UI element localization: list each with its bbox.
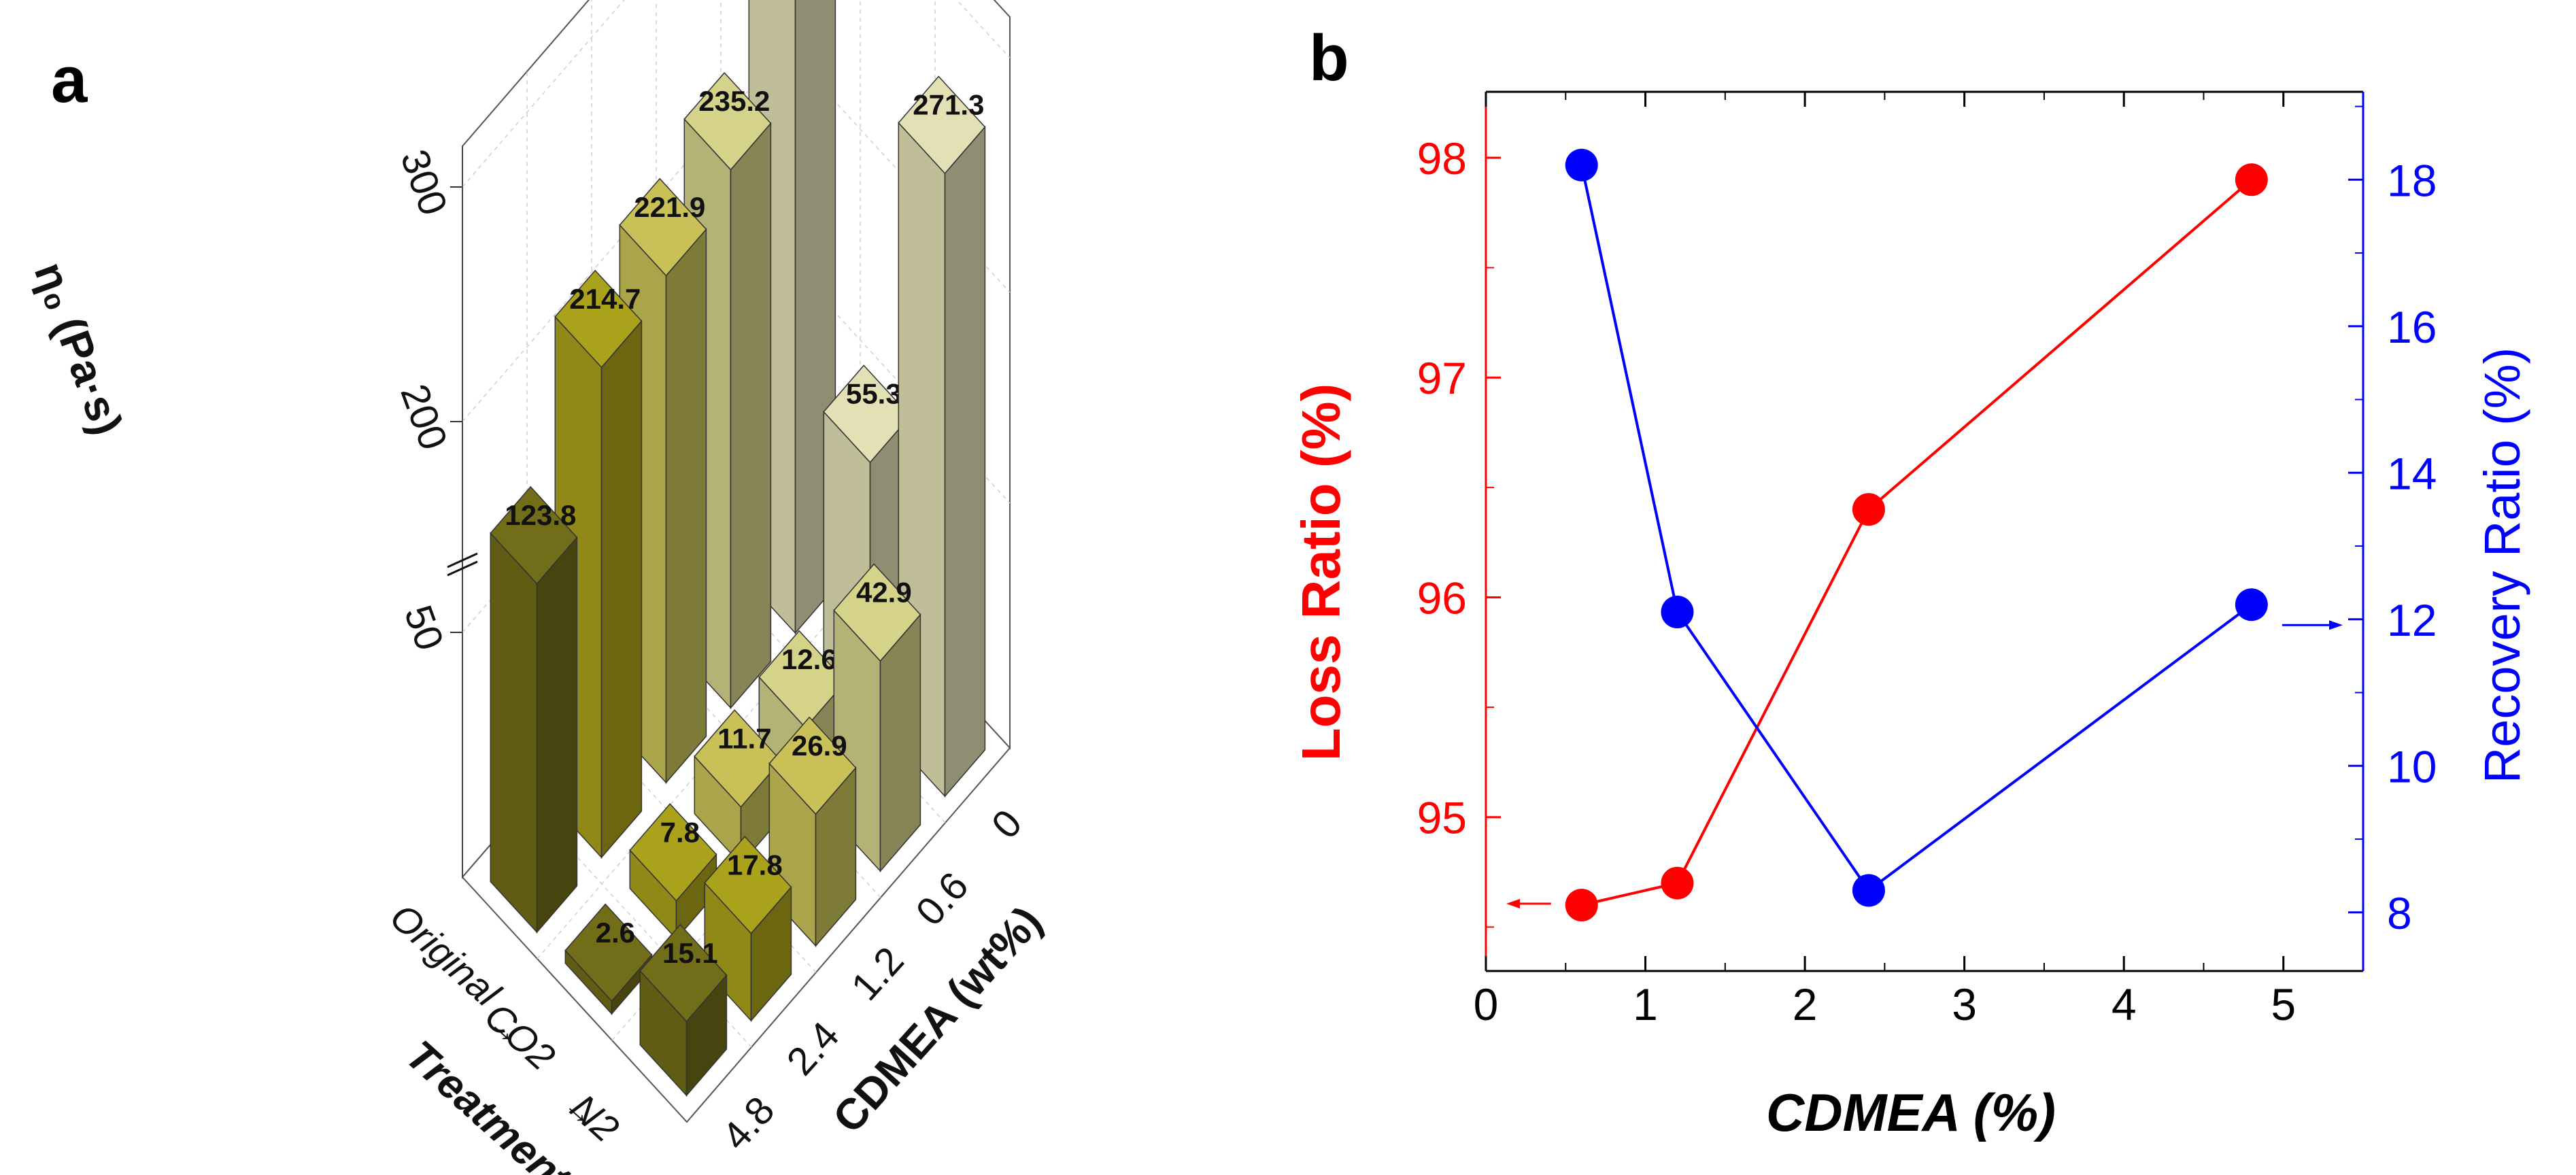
bar-top-face <box>823 364 911 464</box>
bar-top-face <box>694 709 782 808</box>
bar-top-face <box>490 486 578 585</box>
right-y-tick-label: 10 <box>2387 741 2437 791</box>
bar-co2-2.4: 7.8 <box>629 803 717 941</box>
bar-top-face <box>704 836 792 934</box>
grid-line <box>462 0 1011 188</box>
recovery-ratio-point <box>1661 596 1694 629</box>
bar-top-face <box>619 177 707 277</box>
x-tick-label: 0 <box>1474 979 1499 1029</box>
x-axis-title: CDMEA (%) <box>1766 1083 2056 1142</box>
right-y-tick-label: 14 <box>2387 448 2437 498</box>
recovery-axis-arrowhead <box>2329 620 2343 630</box>
recovery-ratio-point <box>1565 148 1598 182</box>
x-tick-label: 4 <box>2112 979 2137 1029</box>
value-label: 235.2 <box>698 85 770 117</box>
left-y-tick-label: 98 <box>1417 133 1467 184</box>
recovery-ratio-point <box>2235 588 2268 621</box>
value-label: 123.8 <box>505 499 576 531</box>
right-y-tick-label: 16 <box>2387 302 2437 352</box>
value-label: 12.6 <box>781 643 837 675</box>
axis-break-mark <box>447 552 478 568</box>
right-y-axis-title: Recovery Ratio (%) <box>2474 347 2530 784</box>
bar-top-face <box>768 716 857 815</box>
loss-axis-arrowhead <box>1506 899 1520 908</box>
value-label: 214.7 <box>569 283 641 315</box>
left-y-tick-label: 97 <box>1417 353 1467 403</box>
panel-label-b: b <box>1309 22 1349 95</box>
bar-top-face <box>554 269 643 369</box>
value-label: 42.9 <box>856 577 912 609</box>
value-label: 17.8 <box>727 849 783 881</box>
right-y-tick-label: 18 <box>2387 155 2437 205</box>
recovery-ratio-line <box>1580 165 2252 893</box>
left-y-tick-label: 95 <box>1417 793 1467 843</box>
value-label: 221.9 <box>634 191 705 223</box>
loss-ratio-point <box>1852 493 1885 526</box>
bar-top-face <box>898 75 986 175</box>
x-tick-label: 1 <box>1633 979 1658 1029</box>
value-label: 2.6 <box>596 917 635 949</box>
bar-top-face <box>564 903 653 1002</box>
left-y-tick-label: 96 <box>1417 573 1467 623</box>
right-y-tick-label: 12 <box>2387 595 2437 645</box>
bar-original-4.8: 123.8 <box>490 486 578 934</box>
loss-ratio-point <box>1565 889 1598 922</box>
grid-line <box>462 46 1011 422</box>
axis-break-mark <box>447 560 478 577</box>
value-label: 55.3 <box>846 378 902 410</box>
left-y-axis-title: Loss Ratio (%) <box>1291 384 1351 762</box>
loss-ratio-point <box>1661 866 1694 900</box>
value-label: 15.1 <box>662 937 718 969</box>
bar-top-face <box>629 803 717 902</box>
panel-label-a: a <box>51 44 88 116</box>
grid-line <box>526 802 752 1048</box>
x-tick-label: 5 <box>2271 979 2296 1029</box>
bar-top-face <box>639 923 728 1023</box>
value-label: 7.8 <box>660 816 700 848</box>
x-tick-label: 2 <box>1793 979 1818 1029</box>
bar-top-face <box>833 563 921 662</box>
loss-ratio-point <box>2235 163 2268 197</box>
bar-n2-2.4: 17.8 <box>704 836 792 1023</box>
value-label: 11.7 <box>717 722 771 754</box>
right-y-tick-label: 8 <box>2387 888 2412 938</box>
x-tick-label: 3 <box>1952 979 1977 1029</box>
panel-a-chart: 303.1235.255.3221.912.6271.3214.711.742.… <box>25 0 1051 1175</box>
value-label: 26.9 <box>792 730 847 762</box>
value-label: 271.3 <box>913 89 984 121</box>
recovery-ratio-point <box>1852 874 1885 907</box>
bar-n2-4.8: 15.1 <box>639 923 728 1097</box>
bar-top-face <box>758 630 847 729</box>
loss-ratio-line <box>1581 178 2253 906</box>
bar-top-face <box>683 71 772 171</box>
